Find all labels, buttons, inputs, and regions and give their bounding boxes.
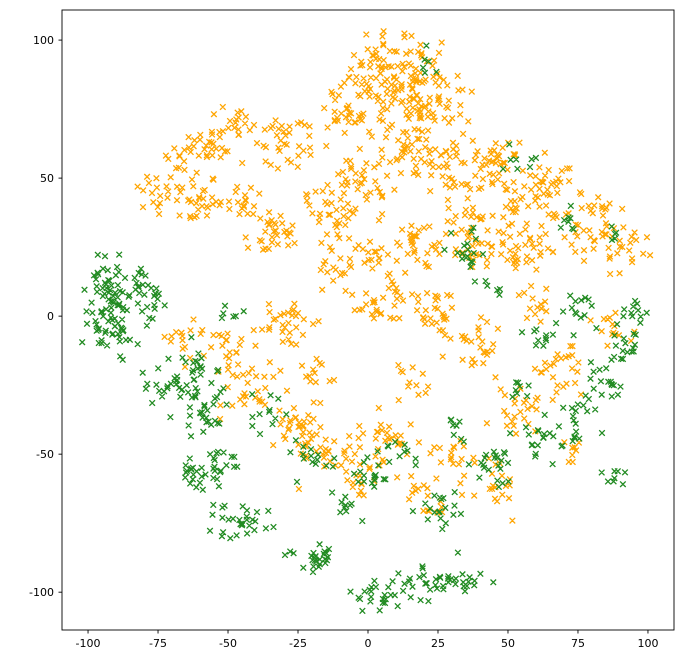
x-tick-label: 100 — [637, 637, 658, 650]
y-tick-label: -50 — [36, 448, 54, 461]
x-tick-label: 25 — [431, 637, 445, 650]
x-tick-label: -50 — [219, 637, 237, 650]
y-tick-label: 100 — [33, 34, 54, 47]
green-series-markers — [78, 42, 650, 615]
x-tick-label: -75 — [149, 637, 167, 650]
x-tick-label: 50 — [501, 637, 515, 650]
y-tick-label: -100 — [29, 586, 54, 599]
x-tick-label: 75 — [571, 637, 585, 650]
plot-area — [78, 27, 654, 615]
x-tick-label: -25 — [289, 637, 307, 650]
x-tick-label: -100 — [76, 637, 101, 650]
x-tick-label: 0 — [365, 637, 372, 650]
y-tick-label: 0 — [47, 310, 54, 323]
y-tick-label: 50 — [40, 172, 54, 185]
